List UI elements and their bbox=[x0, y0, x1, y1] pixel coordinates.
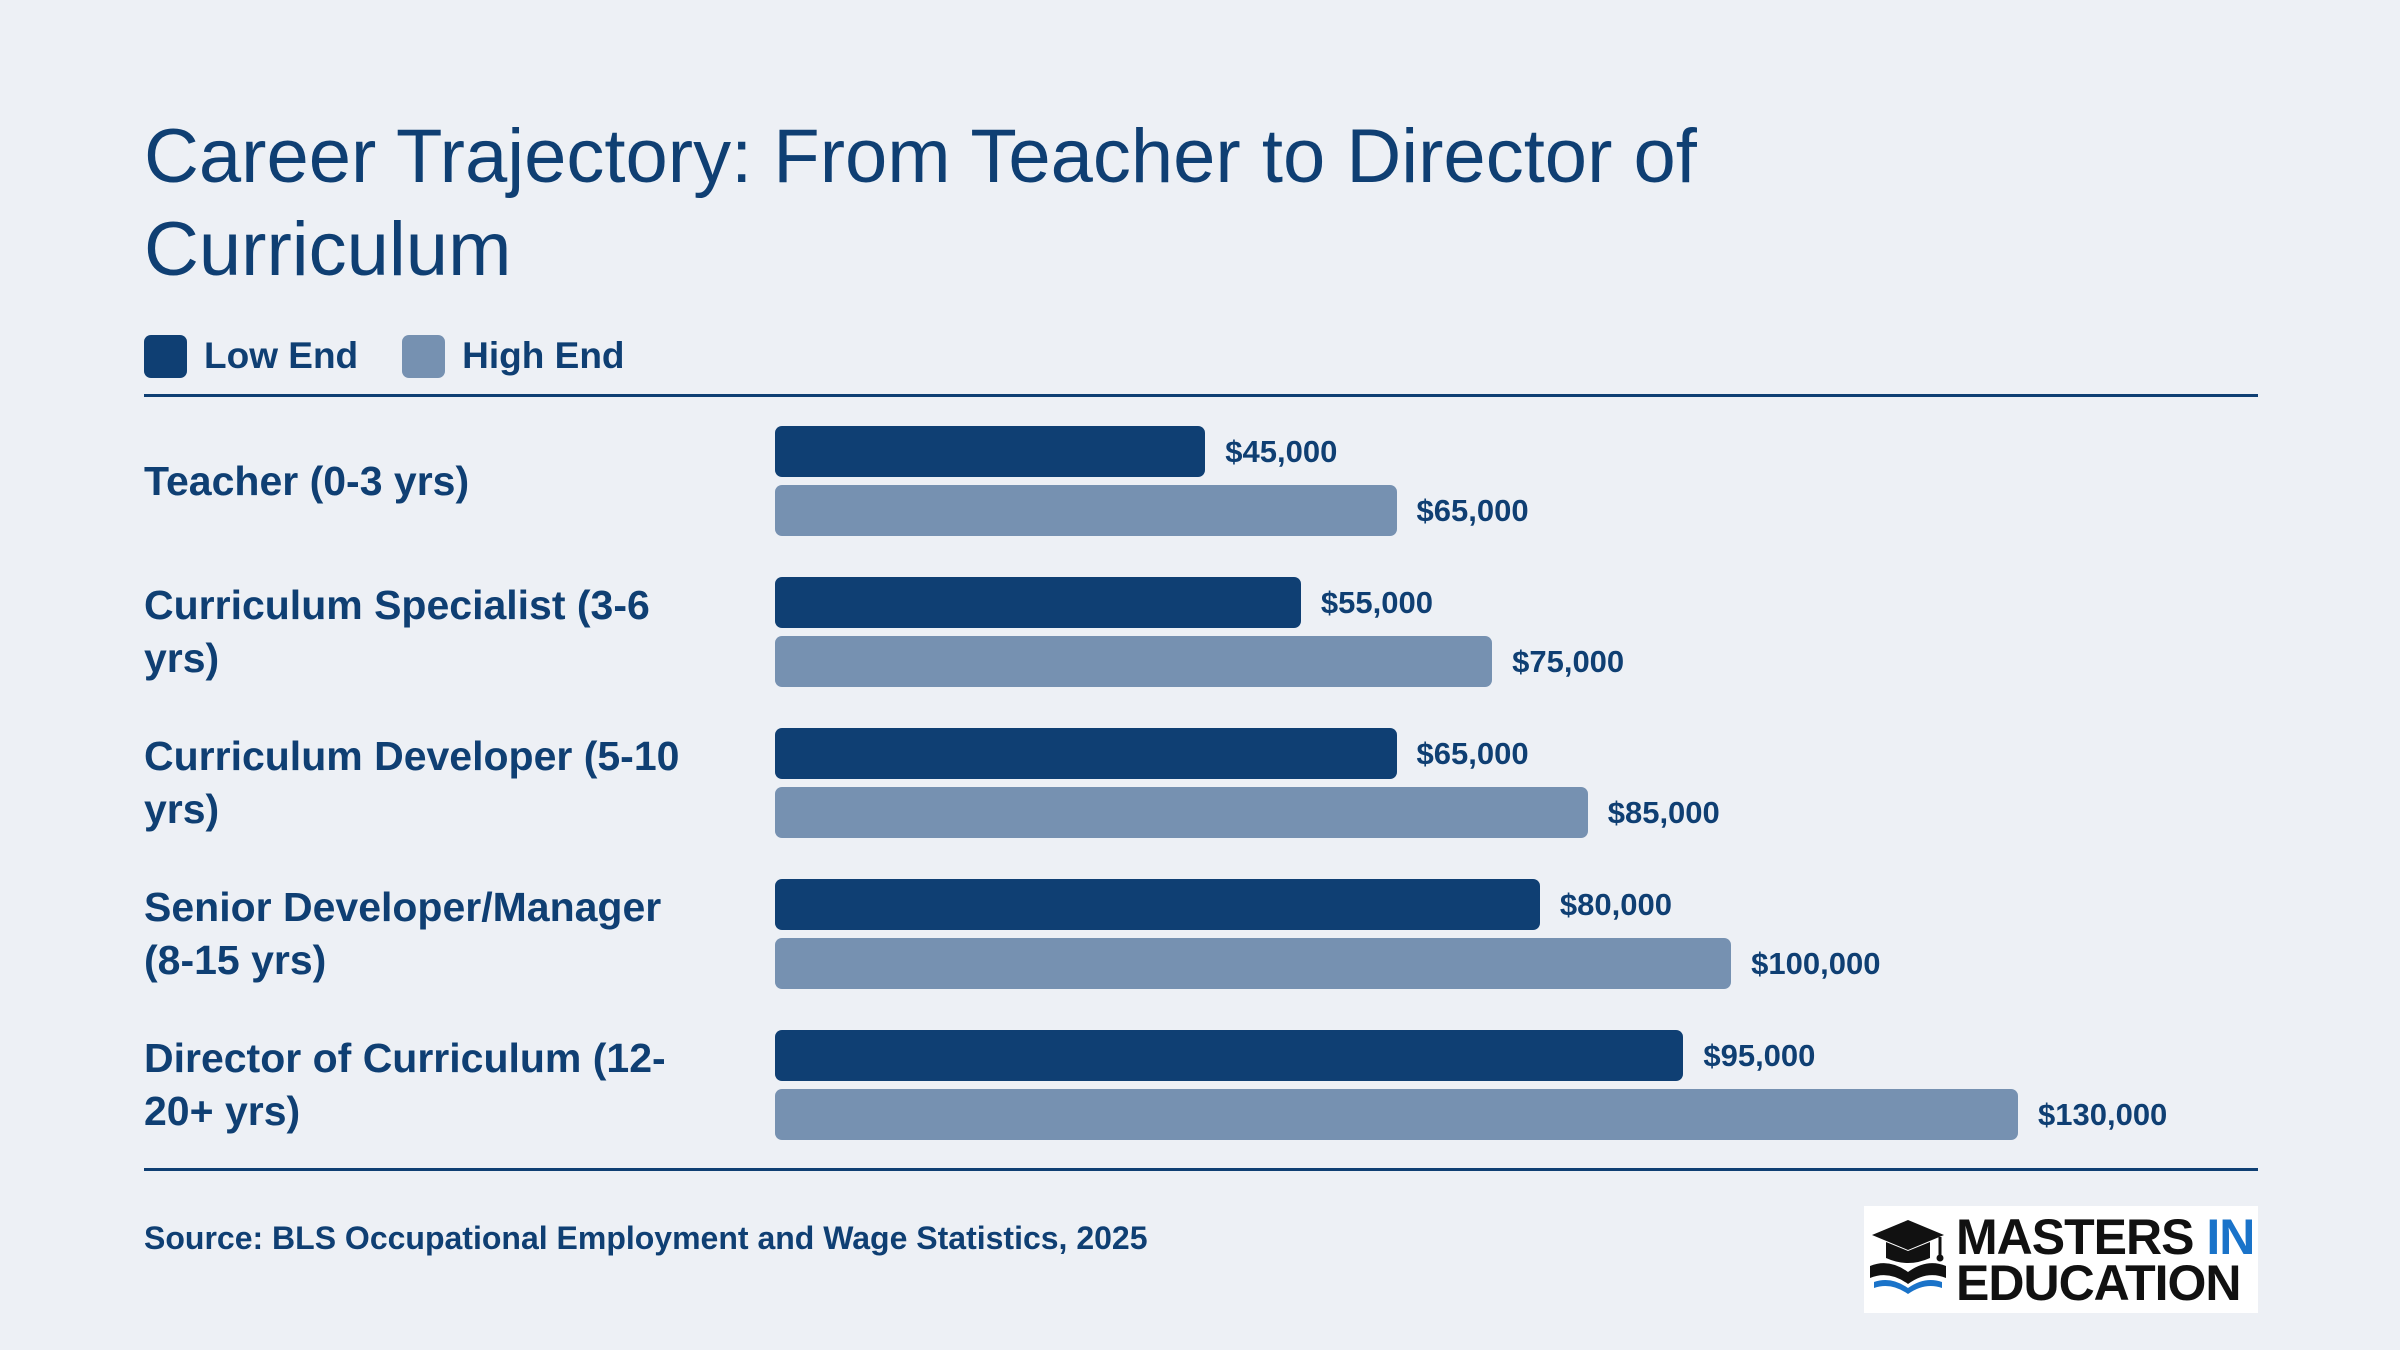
high-end-bar bbox=[775, 485, 1397, 536]
high-end-bar bbox=[775, 636, 1493, 687]
low-end-value-label: $95,000 bbox=[1703, 1038, 1816, 1073]
legend-label-low: Low End bbox=[204, 335, 359, 376]
low-end-bar bbox=[775, 728, 1397, 779]
category-label: Curriculum Specialist (3-6 yrs) bbox=[144, 582, 650, 681]
legend-item-low: Low End bbox=[144, 334, 359, 378]
logo-line2: EDUCATION bbox=[1956, 1255, 2242, 1311]
high-end-bar bbox=[775, 938, 1732, 989]
legend-label-high: High End bbox=[462, 335, 625, 376]
legend-item-high: High End bbox=[402, 334, 625, 378]
high-end-value-label: $100,000 bbox=[1751, 946, 1881, 981]
low-end-value-label: $45,000 bbox=[1225, 434, 1338, 469]
high-end-value-label: $85,000 bbox=[1607, 795, 1720, 830]
legend-swatch-high bbox=[402, 334, 446, 378]
high-end-bar bbox=[775, 1089, 2018, 1140]
low-end-bar bbox=[775, 1030, 1684, 1081]
high-end-value-label: $130,000 bbox=[2038, 1097, 2168, 1132]
low-end-bar bbox=[775, 879, 1540, 930]
high-end-value-label: $65,000 bbox=[1416, 493, 1529, 528]
low-end-bar bbox=[775, 426, 1206, 477]
low-end-bar bbox=[775, 577, 1301, 628]
legend-swatch-low bbox=[144, 334, 187, 378]
legend: Low End High End bbox=[144, 334, 669, 378]
low-end-value-label: $80,000 bbox=[1559, 887, 1672, 922]
high-end-bar bbox=[775, 787, 1588, 838]
category-label: Teacher (0-3 yrs) bbox=[144, 457, 470, 504]
low-end-value-label: $65,000 bbox=[1416, 736, 1529, 771]
category-label: Director of Curriculum (12-20+ yrs) bbox=[144, 1035, 666, 1134]
category-label: Curriculum Developer (5-10 yrs) bbox=[144, 733, 680, 832]
low-end-value-label: $55,000 bbox=[1320, 585, 1433, 620]
top-rule bbox=[144, 394, 2258, 397]
chart-title: Career Trajectory: From Teacher to Direc… bbox=[144, 114, 1697, 292]
bottom-rule bbox=[144, 1168, 2258, 1171]
category-label: Senior Developer/Manager (8-15 yrs) bbox=[144, 884, 662, 983]
logo-line1: MASTERS IN bbox=[1956, 1209, 2255, 1265]
high-end-value-label: $75,000 bbox=[1512, 644, 1625, 679]
graduation-cap-book-icon bbox=[1870, 1220, 1946, 1294]
source-note: Source: BLS Occupational Employment and … bbox=[144, 1220, 1148, 1256]
masters-in-education-logo: MASTERS IN EDUCATION bbox=[1864, 1206, 2258, 1313]
